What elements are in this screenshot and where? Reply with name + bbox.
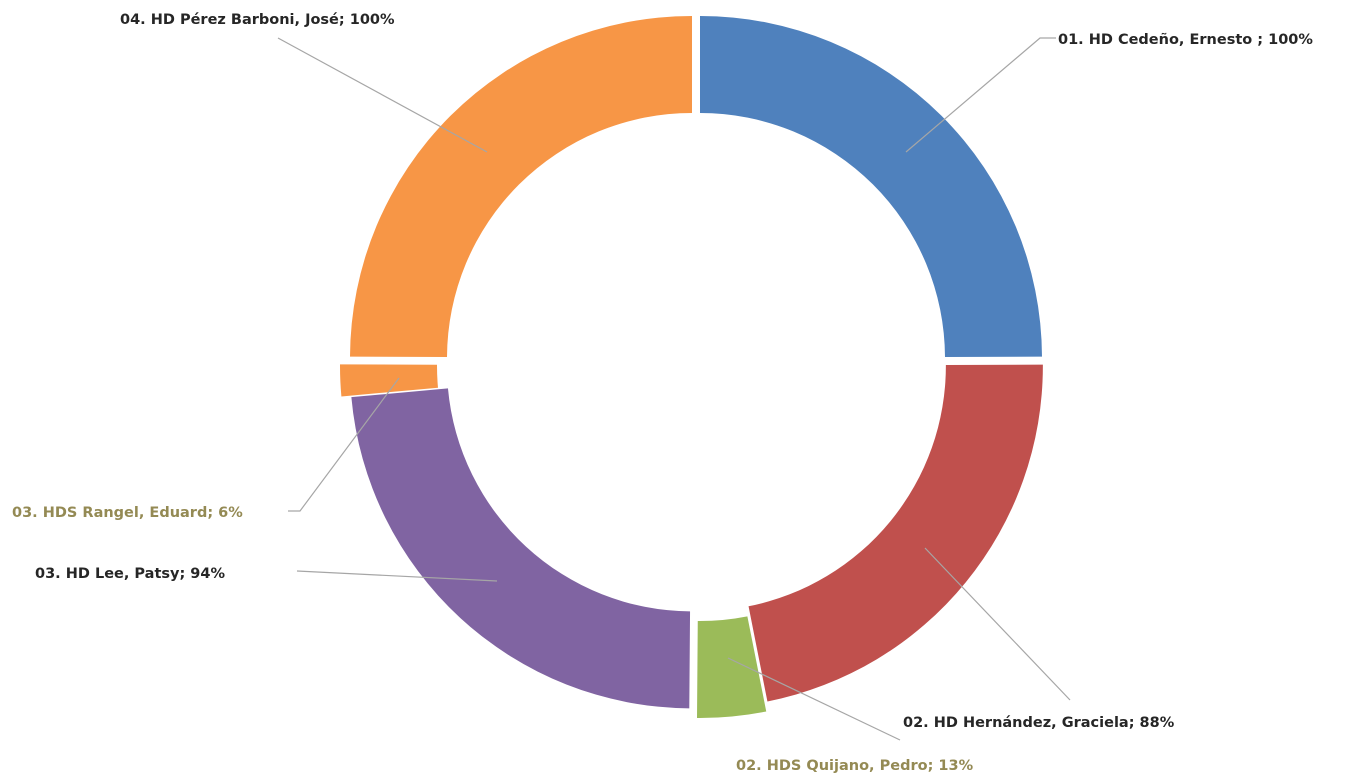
leader-line: [727, 657, 901, 741]
slice-data-label: 02. HD Hernández, Graciela; 88%: [903, 715, 1175, 731]
leader-line: [296, 570, 498, 582]
leader-line: [905, 37, 1056, 153]
donut-slice: [350, 15, 692, 358]
donut-slice: [748, 364, 1043, 702]
leader-line: [288, 377, 400, 512]
slice-data-label: 04. HD Pérez Barboni, José; 100%: [120, 12, 395, 28]
slice-data-label: 03. HDS Rangel, Eduard; 6%: [12, 505, 243, 521]
leader-line: [924, 547, 1071, 701]
slice-data-label: 01. HD Cedeño, Ernesto ; 100%: [1058, 32, 1313, 48]
donut-slice: [339, 364, 438, 397]
donut-slice: [351, 388, 691, 709]
donut-slice: [700, 15, 1042, 358]
donut-slice: [697, 616, 767, 718]
slice-data-label: 02. HDS Quijano, Pedro; 13%: [736, 758, 974, 774]
leader-line: [277, 37, 488, 153]
slice-data-label: 03. HD Lee, Patsy; 94%: [35, 566, 225, 582]
